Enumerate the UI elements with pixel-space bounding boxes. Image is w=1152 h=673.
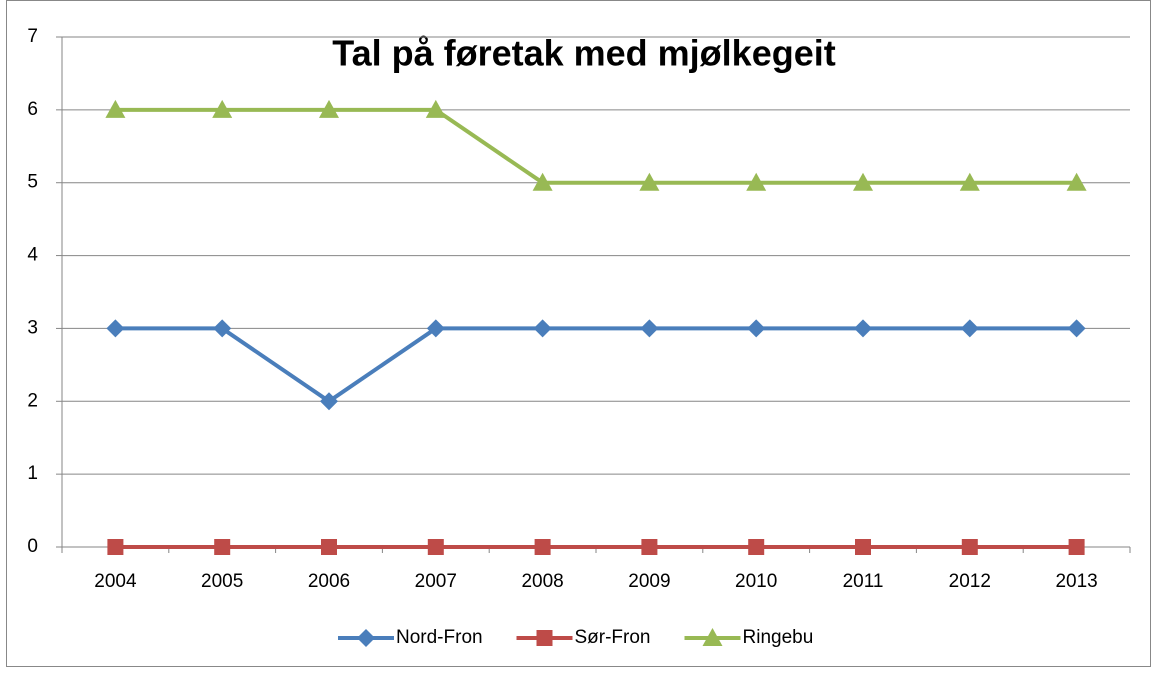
x-tick-label: 2004 (94, 571, 137, 592)
marker (106, 319, 125, 338)
marker (425, 99, 446, 118)
marker (426, 319, 445, 338)
marker (746, 172, 767, 191)
marker (961, 539, 978, 555)
y-tick-label: 3 (27, 317, 38, 338)
marker (213, 319, 232, 338)
marker (320, 392, 338, 411)
marker (107, 539, 124, 555)
y-tick-label: 2 (27, 390, 38, 411)
x-tick-label: 2012 (949, 571, 991, 592)
marker (319, 99, 339, 118)
marker (105, 99, 126, 118)
marker (212, 99, 233, 118)
x-tick-label: 2007 (415, 571, 457, 592)
legend-label: Ringebu (743, 627, 814, 648)
marker (640, 319, 659, 338)
marker (1066, 172, 1087, 191)
y-tick-label: 5 (27, 172, 38, 193)
marker (532, 172, 553, 191)
marker (959, 172, 980, 191)
marker (748, 539, 765, 555)
y-tick-label: 1 (27, 463, 38, 484)
marker (321, 539, 337, 555)
marker (641, 539, 658, 555)
legend-marker (536, 630, 553, 646)
legend-label: Nord-Fron (396, 627, 483, 648)
chart-border (6, 0, 1151, 667)
x-tick-label: 2008 (521, 571, 563, 592)
marker (1068, 539, 1085, 555)
x-tick-label: 2011 (843, 571, 884, 592)
marker (855, 539, 871, 555)
x-tick-label: 2013 (1055, 571, 1097, 592)
legend-marker (702, 628, 723, 646)
marker (427, 539, 444, 555)
marker (1067, 319, 1086, 338)
x-tick-label: 2006 (308, 571, 350, 592)
marker (214, 539, 231, 555)
x-tick-label: 2009 (628, 571, 670, 592)
x-tick-label: 2005 (201, 571, 243, 592)
marker (533, 319, 552, 338)
legend-label: Sør-Fron (575, 627, 651, 648)
y-tick-label: 7 (27, 26, 38, 47)
y-tick-label: 4 (27, 245, 38, 266)
series-line (115, 326, 1077, 404)
y-tick-label: 0 (27, 536, 38, 557)
marker (853, 172, 873, 191)
marker (854, 319, 872, 338)
marker (747, 319, 766, 338)
marker (960, 319, 979, 338)
x-tick-label: 2010 (735, 571, 777, 592)
chart-title: Tal på føretak med mjølkegeit (332, 33, 835, 74)
marker (639, 172, 660, 191)
series-line (115, 107, 1077, 185)
y-tick-label: 6 (27, 99, 38, 120)
marker (534, 539, 551, 555)
legend-marker (357, 629, 375, 647)
